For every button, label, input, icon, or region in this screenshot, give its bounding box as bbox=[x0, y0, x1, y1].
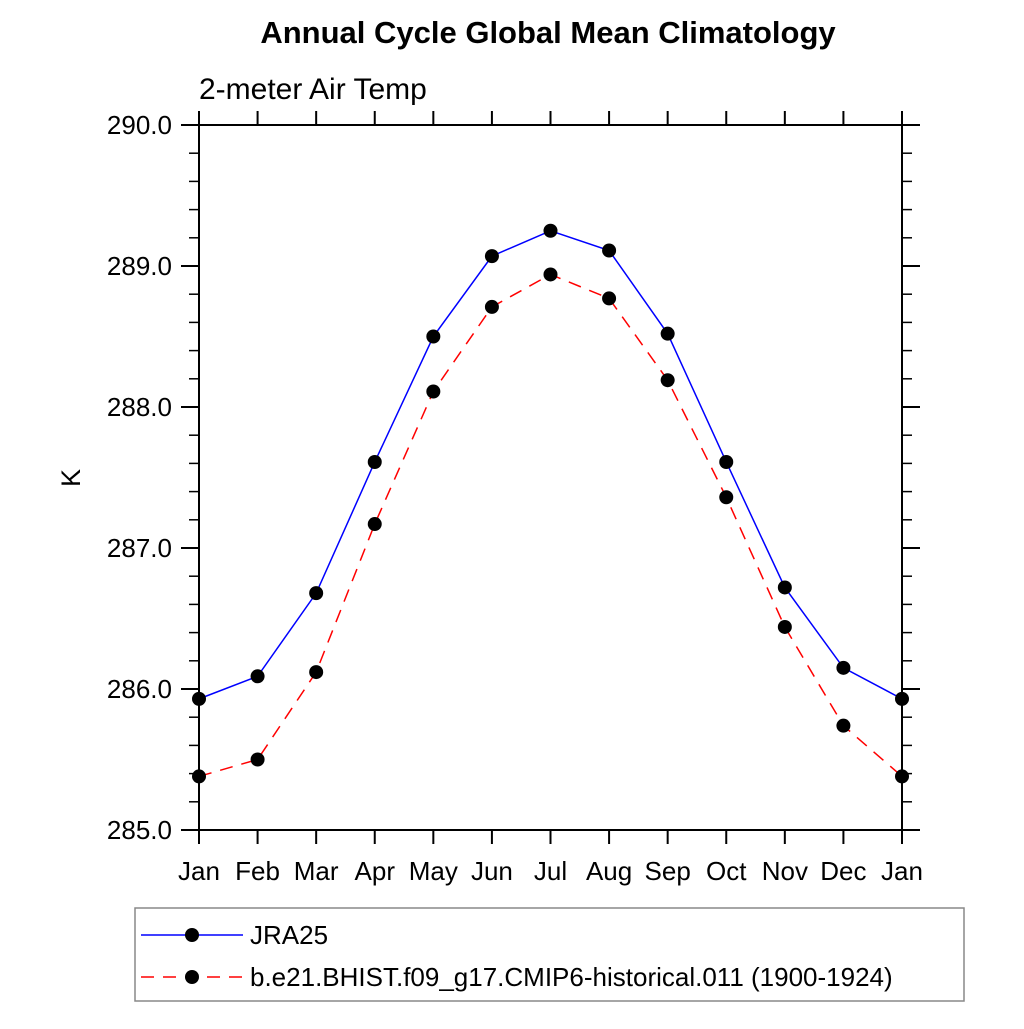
legend: JRA25 b.e21.BHIST.f09_g17.CMIP6-historic… bbox=[134, 907, 965, 1002]
x-tick-label: Jan bbox=[881, 856, 923, 886]
data-point-marker-s1 bbox=[895, 769, 909, 784]
legend-marker-model bbox=[185, 970, 199, 984]
y-tick-label: 289.0 bbox=[107, 251, 172, 281]
data-point-marker-s0 bbox=[719, 454, 734, 469]
legend-label-jra25: JRA25 bbox=[250, 920, 328, 950]
x-tick-label: Jul bbox=[534, 856, 567, 886]
data-point-marker-s0 bbox=[543, 223, 558, 238]
x-tick-label: Mar bbox=[294, 856, 339, 886]
series-line-1 bbox=[198, 273, 903, 778]
data-point-marker-s1 bbox=[719, 490, 734, 505]
data-point-marker-s1 bbox=[602, 291, 617, 306]
legend-marker-jra25 bbox=[185, 928, 199, 942]
x-tick-label: Jun bbox=[471, 856, 513, 886]
data-point-marker-s1 bbox=[309, 665, 324, 680]
data-point-marker-s1 bbox=[660, 373, 675, 388]
chart-title: Annual Cycle Global Mean Climatology bbox=[260, 15, 836, 50]
data-point-marker-s1 bbox=[192, 769, 206, 784]
data-point-marker-s0 bbox=[192, 691, 206, 706]
y-tick-label: 287.0 bbox=[107, 533, 172, 563]
legend-box bbox=[134, 907, 965, 1002]
x-tick-label: Sep bbox=[645, 856, 691, 886]
data-point-marker-s0 bbox=[484, 249, 499, 264]
y-axis-label: K bbox=[56, 469, 86, 487]
data-point-marker-s0 bbox=[250, 669, 265, 684]
x-tick-label: Jan bbox=[178, 856, 220, 886]
x-tick-label: Dec bbox=[820, 856, 866, 886]
data-point-marker-s1 bbox=[836, 718, 851, 733]
data-point-marker-s0 bbox=[895, 691, 909, 706]
x-tick-label: Nov bbox=[762, 856, 808, 886]
x-tick-label: Feb bbox=[235, 856, 280, 886]
data-point-marker-s0 bbox=[309, 586, 324, 601]
x-tick-label: May bbox=[409, 856, 458, 886]
y-tick-label: 288.0 bbox=[107, 392, 172, 422]
data-point-marker-s1 bbox=[777, 619, 792, 634]
data-point-marker-s0 bbox=[602, 243, 617, 258]
x-tick-label: Aug bbox=[586, 856, 632, 886]
data-point-marker-s1 bbox=[250, 752, 265, 767]
y-tick-label: 290.0 bbox=[107, 110, 172, 140]
data-point-marker-s0 bbox=[426, 329, 441, 344]
plot-area: 285.0 286.0 287.0 288.0 289.0 290.0 Jan Feb Mar A… bbox=[107, 110, 923, 886]
series-line-0 bbox=[198, 229, 903, 700]
data-point-marker-s0 bbox=[777, 580, 792, 595]
data-point-marker-s1 bbox=[367, 517, 382, 532]
data-point-marker-s1 bbox=[484, 299, 499, 314]
data-point-marker-s0 bbox=[367, 454, 382, 469]
data-point-marker-s0 bbox=[836, 660, 851, 675]
chart-left-subtitle: 2-meter Air Temp bbox=[199, 73, 427, 106]
data-point-marker-s1 bbox=[543, 267, 558, 282]
y-tick-label: 285.0 bbox=[107, 815, 172, 845]
legend-label-model: b.e21.BHIST.f09_g17.CMIP6-historical.011… bbox=[250, 962, 893, 992]
y-tick-label: 286.0 bbox=[107, 674, 172, 704]
x-tick-label: Apr bbox=[355, 856, 396, 886]
data-point-marker-s1 bbox=[426, 384, 441, 399]
x-tick-label: Oct bbox=[706, 856, 747, 886]
data-point-marker-s0 bbox=[660, 326, 675, 341]
